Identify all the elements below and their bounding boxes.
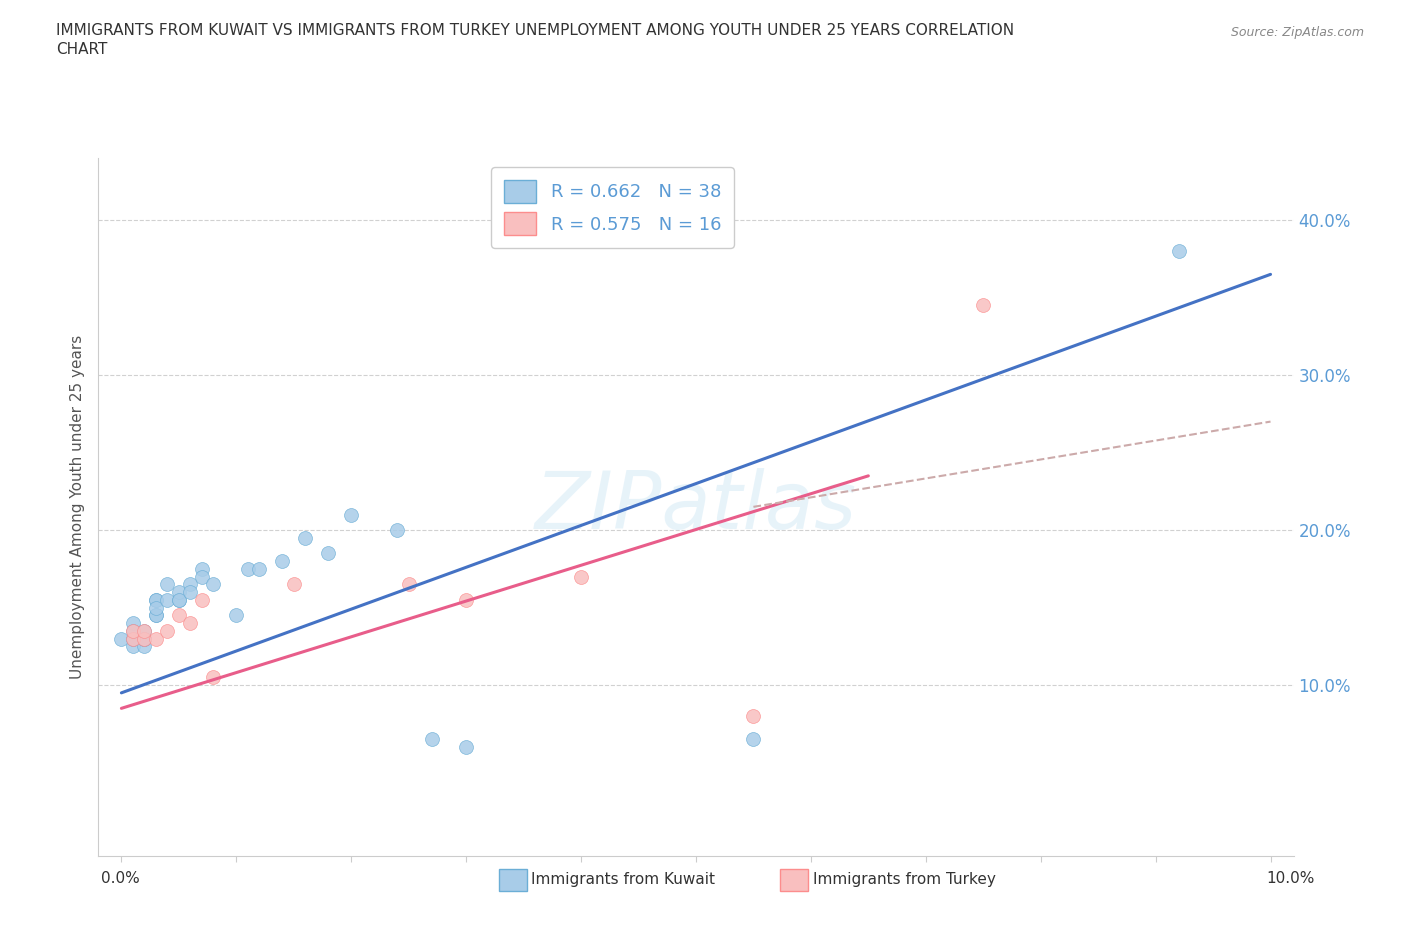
Point [145, 592, 167, 607]
Point [340, 507, 363, 522]
Point [167, 592, 190, 607]
Point [179, 616, 201, 631]
Point [456, 592, 478, 607]
Point [742, 732, 765, 747]
Point [385, 523, 408, 538]
Point [420, 732, 443, 747]
Point [271, 553, 294, 568]
Point [167, 608, 190, 623]
Y-axis label: Unemployment Among Youth under 25 years: Unemployment Among Youth under 25 years [69, 335, 84, 679]
Point [179, 585, 201, 600]
Point [191, 562, 214, 577]
Point [122, 623, 145, 638]
Point [110, 631, 132, 646]
Point [202, 670, 225, 684]
Point [122, 631, 145, 646]
Text: 0.0%: 0.0% [101, 871, 141, 886]
Text: Source: ZipAtlas.com: Source: ZipAtlas.com [1230, 26, 1364, 39]
Text: ZIPatlas: ZIPatlas [534, 468, 858, 546]
Point [456, 739, 478, 754]
Point [742, 709, 765, 724]
Point [145, 608, 167, 623]
Point [134, 631, 156, 646]
Point [134, 639, 156, 654]
Point [167, 585, 190, 600]
Point [134, 631, 156, 646]
Point [122, 631, 145, 646]
Point [167, 592, 190, 607]
Point [236, 562, 259, 577]
Point [316, 546, 339, 561]
Point [247, 562, 270, 577]
Point [283, 577, 305, 591]
Point [398, 577, 420, 591]
Point [156, 623, 179, 638]
Point [156, 577, 179, 591]
Text: Immigrants from Kuwait: Immigrants from Kuwait [531, 872, 716, 887]
Point [191, 592, 214, 607]
Point [1167, 244, 1189, 259]
Text: CHART: CHART [56, 42, 108, 57]
Point [569, 569, 592, 584]
Point [972, 298, 994, 312]
Legend: R = 0.662   N = 38, R = 0.575   N = 16: R = 0.662 N = 38, R = 0.575 N = 16 [491, 167, 734, 247]
Point [134, 623, 156, 638]
Point [134, 631, 156, 646]
Point [156, 592, 179, 607]
Text: IMMIGRANTS FROM KUWAIT VS IMMIGRANTS FROM TURKEY UNEMPLOYMENT AMONG YOUTH UNDER : IMMIGRANTS FROM KUWAIT VS IMMIGRANTS FRO… [56, 23, 1014, 38]
Point [134, 631, 156, 646]
Point [145, 631, 167, 646]
Point [145, 608, 167, 623]
Point [134, 623, 156, 638]
Point [122, 616, 145, 631]
Point [145, 600, 167, 615]
Point [145, 592, 167, 607]
Point [122, 623, 145, 638]
Point [122, 631, 145, 646]
Text: 10.0%: 10.0% [1267, 871, 1315, 886]
Point [202, 577, 225, 591]
Point [191, 569, 214, 584]
Point [225, 608, 247, 623]
Text: Immigrants from Turkey: Immigrants from Turkey [813, 872, 995, 887]
Point [294, 530, 316, 545]
Point [122, 639, 145, 654]
Point [179, 577, 201, 591]
